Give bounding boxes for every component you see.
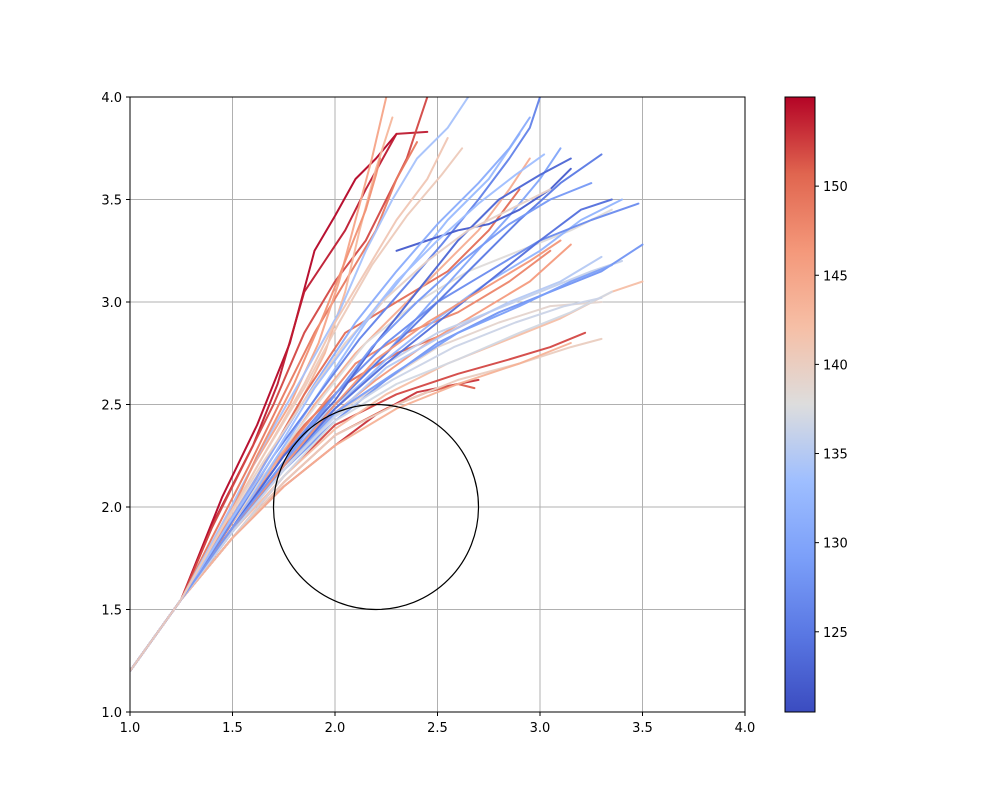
x-tick-label: 1.0: [120, 721, 141, 736]
y-tick-label: 3.5: [101, 194, 122, 209]
trajectory-line: [130, 243, 572, 672]
trajectory-line: [130, 202, 640, 672]
y-tick-label: 2.5: [101, 399, 122, 414]
trajectory-line: [130, 97, 541, 672]
colorbar-tick-label: 140: [823, 358, 848, 373]
y-axis-ticks: 1.0 1.5 2.0 2.5 3.0 3.5 4.0: [101, 91, 130, 721]
trajectory-line: [130, 188, 552, 672]
x-tick-label: 4.0: [735, 721, 756, 736]
grid-lines: [129, 96, 746, 713]
obstacle-circle: [272, 403, 480, 611]
colorbar-tick-label: 150: [823, 180, 848, 195]
x-tick-label: 1.5: [222, 721, 243, 736]
colorbar-tick-label: 145: [823, 269, 848, 284]
x-tick-label: 2.5: [427, 721, 448, 736]
trajectory-line: [130, 378, 480, 672]
trajectory-line: [130, 153, 603, 672]
colorbar-tick-label: 135: [823, 448, 848, 463]
x-tick-label: 3.0: [530, 721, 551, 736]
trajectory-line: [130, 198, 623, 672]
trajectory-line: [130, 97, 470, 672]
y-tick-label: 1.5: [101, 604, 122, 619]
colorbar-tick-label: 125: [823, 626, 848, 641]
trajectory-line: [130, 141, 418, 672]
x-axis-ticks: 1.0 1.5 2.0 2.5 3.0 3.5 4.0: [120, 712, 756, 736]
y-tick-label: 3.0: [101, 296, 122, 311]
colorbar-ticks: 125 130 135 140 145 150: [815, 180, 848, 641]
y-tick-label: 1.0: [101, 706, 122, 721]
colorbar-tick-label: 130: [823, 537, 848, 552]
colorbar: [784, 96, 816, 713]
trajectory-line: [130, 153, 546, 672]
x-tick-label: 3.5: [632, 721, 653, 736]
trajectory-line: [130, 182, 593, 672]
trajectory-line: [130, 116, 394, 672]
y-tick-label: 4.0: [101, 91, 122, 106]
y-tick-label: 2.0: [101, 501, 122, 516]
trajectory-line: [130, 296, 603, 672]
trajectory-lines: [130, 97, 644, 672]
x-tick-label: 2.0: [325, 721, 346, 736]
trajectory-line: [130, 147, 464, 672]
trajectory-line: [130, 342, 572, 672]
trajectory-line: [130, 331, 587, 672]
